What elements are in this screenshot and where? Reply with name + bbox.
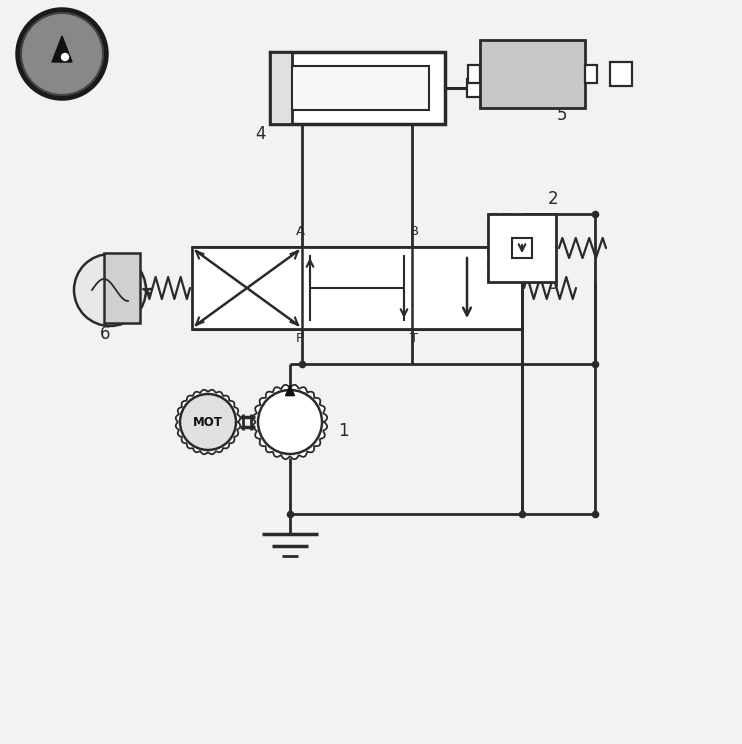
Circle shape bbox=[21, 13, 103, 95]
Text: B: B bbox=[410, 225, 418, 238]
Bar bbox=[292, 66, 429, 109]
Text: 2: 2 bbox=[548, 190, 559, 208]
Text: P: P bbox=[296, 332, 304, 345]
Text: M: M bbox=[525, 79, 541, 97]
Bar bbox=[270, 52, 445, 124]
Circle shape bbox=[74, 254, 146, 326]
Circle shape bbox=[62, 54, 68, 60]
Bar bbox=[585, 65, 597, 83]
Text: 4: 4 bbox=[255, 125, 266, 143]
Bar bbox=[480, 40, 585, 108]
Bar bbox=[192, 247, 522, 329]
Circle shape bbox=[180, 394, 236, 450]
Bar bbox=[488, 214, 556, 282]
Polygon shape bbox=[52, 36, 72, 62]
Text: MOT: MOT bbox=[193, 415, 223, 429]
Bar bbox=[468, 65, 480, 83]
Circle shape bbox=[258, 390, 322, 454]
Polygon shape bbox=[253, 385, 327, 459]
Polygon shape bbox=[286, 385, 295, 396]
Text: 6: 6 bbox=[99, 325, 111, 343]
Text: 5: 5 bbox=[557, 106, 568, 124]
Circle shape bbox=[17, 9, 107, 99]
Text: 1: 1 bbox=[338, 422, 349, 440]
Text: A: A bbox=[295, 225, 304, 238]
Bar bbox=[467, 79, 481, 97]
Bar bbox=[610, 62, 632, 86]
Text: +→: +→ bbox=[518, 53, 539, 65]
Bar bbox=[104, 253, 140, 323]
Text: T: T bbox=[410, 332, 418, 345]
Bar bbox=[512, 238, 532, 258]
Bar bbox=[270, 52, 292, 124]
Polygon shape bbox=[176, 390, 240, 455]
Text: 3: 3 bbox=[548, 275, 559, 293]
